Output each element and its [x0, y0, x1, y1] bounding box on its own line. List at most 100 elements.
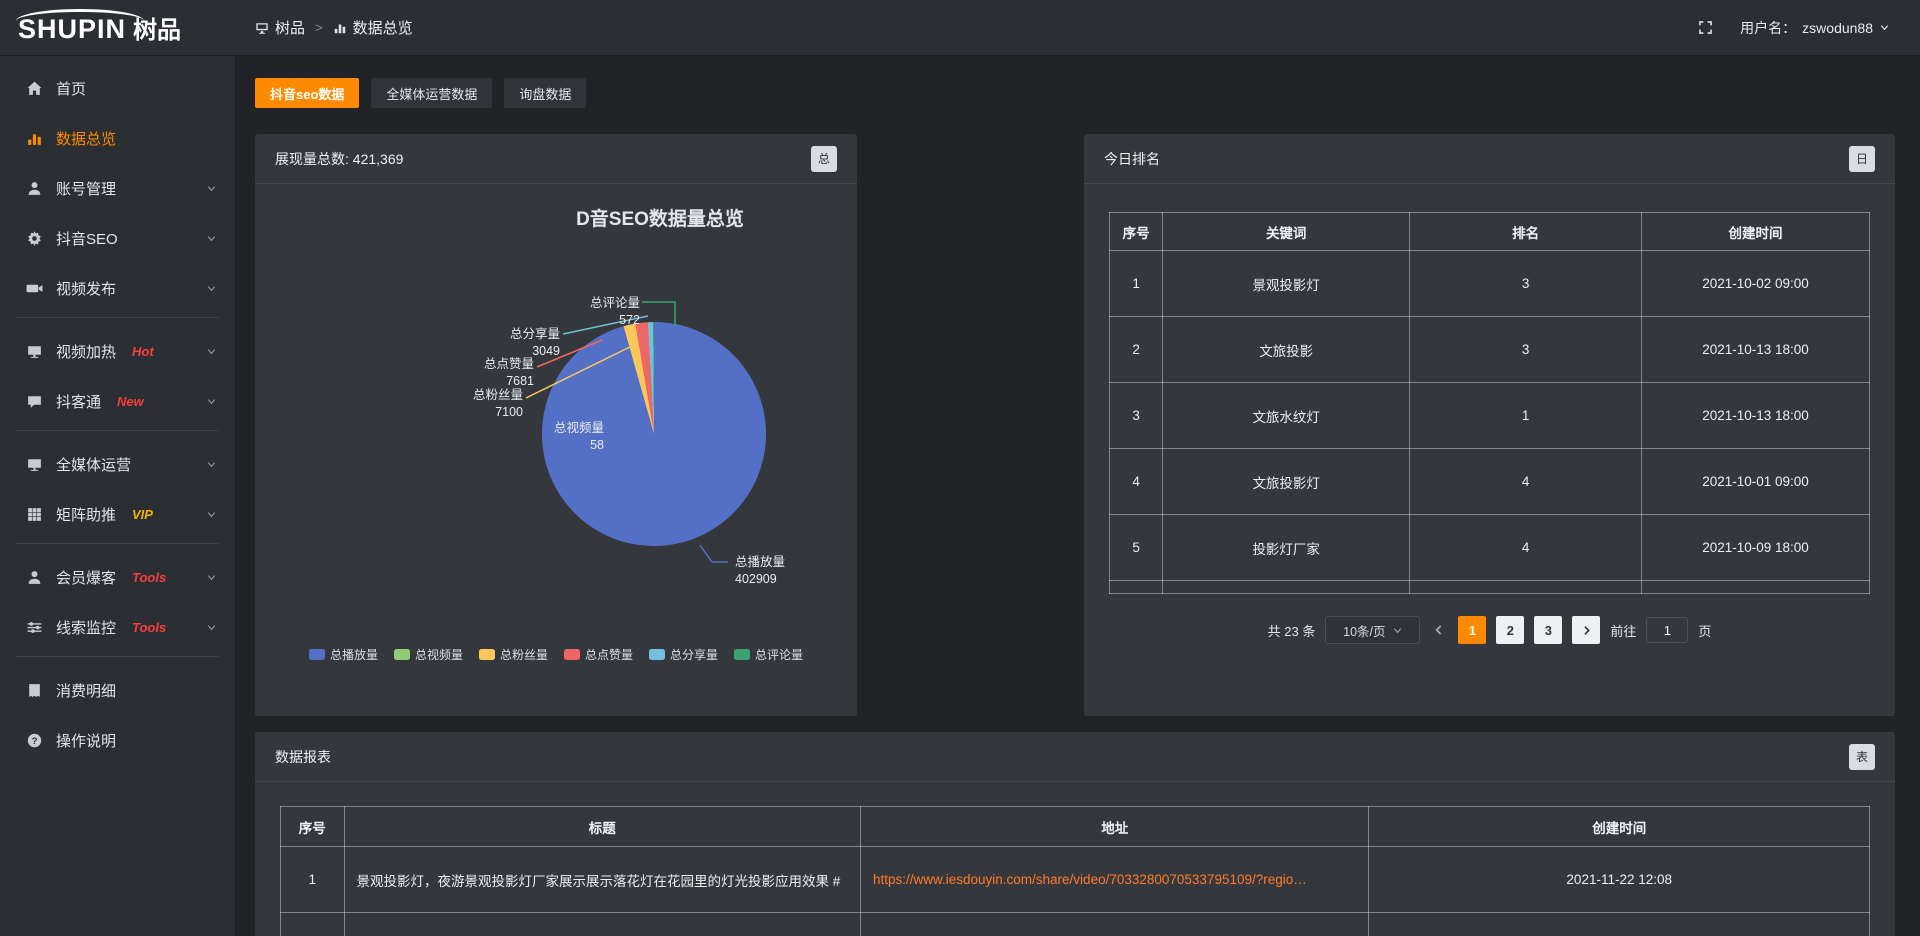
chevron-down-icon	[1393, 627, 1401, 633]
sidebar-item-video-publish[interactable]: 视频发布	[0, 266, 235, 310]
sidebar-item-account[interactable]: 账号管理	[0, 166, 235, 210]
prev-page-button[interactable]	[1432, 623, 1446, 637]
logo-text-cn: 树品	[133, 17, 182, 44]
sidebar-item-consumption-detail[interactable]: 消费明细	[0, 668, 235, 712]
vip-badge: VIP	[132, 506, 153, 522]
column-header: 关键词	[1162, 212, 1411, 251]
report-time-cell: 2021-11-22 12:08	[1368, 846, 1870, 913]
sidebar-item-label: 消费明细	[56, 682, 117, 700]
column-header: 序号	[280, 806, 345, 847]
page-button-2[interactable]: 2	[1496, 616, 1525, 644]
sliders-icon	[26, 619, 43, 636]
username: zswodun88	[1802, 19, 1873, 36]
sidebar-item-douketong[interactable]: 抖客通 New	[0, 379, 235, 423]
breadcrumb-item-overview[interactable]: 数据总览	[333, 17, 413, 38]
ranking-panel-title: 今日排名	[1104, 150, 1160, 167]
sidebar-item-label: 抖音SEO	[56, 230, 118, 248]
pagination-total: 共 23 条	[1267, 623, 1316, 639]
tools-badge: Tools	[132, 569, 167, 585]
gear-icon	[26, 230, 43, 247]
legend-item-comments[interactable]: 总评论量	[734, 646, 803, 663]
chevron-down-icon	[207, 398, 216, 404]
goto-page-input[interactable]	[1646, 617, 1689, 643]
home-icon	[26, 80, 43, 97]
report-panel: 数据报表 表 序号 标题 地址 创建时间	[255, 732, 1895, 936]
page-button-1[interactable]: 1	[1458, 616, 1487, 644]
table-header-row: 序号 关键词 排名 创建时间	[1108, 212, 1871, 251]
fullscreen-icon[interactable]	[1697, 19, 1714, 36]
sidebar-item-lead-monitor[interactable]: 线索监控 Tools	[0, 605, 235, 649]
day-mode-button[interactable]: 日	[1849, 145, 1875, 172]
legend-item-videos[interactable]: 总视频量	[393, 646, 463, 663]
impressions-total-label: 展现量总数: 421,369	[275, 150, 404, 167]
breadcrumb-item-shupin[interactable]: 树品	[255, 17, 305, 38]
bar-chart-icon	[26, 130, 43, 147]
bar-chart-icon	[334, 24, 345, 33]
table-row-partial	[280, 912, 1870, 936]
page-size-select[interactable]: 10条/页	[1325, 616, 1421, 644]
chat-bubble-icon	[26, 393, 43, 410]
sidebar-item-instructions[interactable]: ? 操作说明	[0, 718, 235, 762]
sidebar-item-matrix-boost[interactable]: 矩阵助推 VIP	[0, 492, 235, 536]
legend-item-fans[interactable]: 总粉丝量	[478, 646, 548, 663]
sidebar-item-label: 首页	[56, 80, 87, 98]
pie-chart-area: D音SEO数据量总览 总评论量 572 总分享量	[255, 184, 857, 715]
sidebar-item-label: 线索监控	[56, 619, 117, 637]
sidebar-item-media-operation[interactable]: 全媒体运营	[0, 442, 235, 486]
pagination: 共 23 条 10条/页 1 2 3 前往 页	[1109, 616, 1870, 644]
page-button-3[interactable]: 3	[1534, 616, 1563, 644]
video-url-link[interactable]: https://www.iesdouyin.com/share/video/70…	[872, 872, 1307, 887]
legend-item-shares[interactable]: 总分享量	[649, 646, 718, 663]
logo: SHUPIN 树品	[0, 9, 235, 45]
legend-item-plays[interactable]: 总播放量	[308, 646, 378, 663]
sidebar-item-member-baoke[interactable]: 会员爆客 Tools	[0, 555, 235, 599]
app-header: SHUPIN 树品 树品 > 数据总览 用户名： zswodun88	[0, 0, 1920, 56]
table-header-row: 序号 标题 地址 创建时间	[280, 806, 1870, 847]
monitor-icon	[26, 343, 43, 360]
report-panel-header: 数据报表 表	[255, 732, 1895, 782]
video-camera-icon	[26, 280, 43, 297]
chevron-down-icon	[207, 461, 216, 467]
table-row: 5 投影灯厂家 4 2021-10-09 18:00	[1108, 514, 1871, 581]
chevron-right-icon	[1584, 625, 1590, 635]
legend-swatch	[564, 649, 580, 660]
goto-suffix: 页	[1698, 623, 1712, 639]
breadcrumb-label: 树品	[275, 20, 306, 37]
sidebar-item-video-heat[interactable]: 视频加热 Hot	[0, 329, 235, 373]
logo-arc-icon	[16, 9, 144, 21]
pie-label-plays: 总播放量 402909	[735, 555, 786, 586]
column-header: 创建时间	[1368, 806, 1870, 847]
report-panel-title: 数据报表	[275, 748, 331, 765]
tab-douyin-seo-data[interactable]: 抖音seo数据	[255, 78, 360, 108]
sidebar-item-label: 数据总览	[56, 130, 117, 148]
chevron-down-icon	[207, 624, 216, 630]
legend-item-likes[interactable]: 总点赞量	[564, 646, 633, 663]
total-mode-button[interactable]: 总	[811, 145, 837, 172]
legend-swatch	[478, 649, 495, 660]
tab-inquiry-data[interactable]: 询盘数据	[504, 78, 587, 108]
username-label: 用户名：	[1740, 19, 1797, 36]
sidebar-divider	[16, 543, 219, 544]
legend-swatch	[308, 649, 325, 660]
user-menu[interactable]: 用户名： zswodun88	[1740, 18, 1890, 38]
breadcrumb-label: 数据总览	[352, 20, 413, 37]
sidebar-item-label: 账号管理	[56, 180, 117, 198]
chevron-down-icon	[207, 574, 216, 580]
svg-text:?: ?	[32, 735, 38, 746]
table-row: 3 文旅水纹灯 1 2021-10-13 18:00	[1108, 382, 1871, 449]
user-icon	[26, 569, 43, 586]
breadcrumb-separator: >	[315, 20, 323, 35]
chevron-down-icon	[207, 285, 216, 291]
sidebar-item-label: 操作说明	[56, 732, 117, 750]
tab-media-operation-data[interactable]: 全媒体运营数据	[371, 78, 493, 108]
ranking-table-area: 序号 关键词 排名 创建时间 1 景观投影灯 3 2021-10-02 09:00	[1084, 212, 1895, 644]
sidebar-item-douyin-seo[interactable]: 抖音SEO	[0, 216, 235, 260]
report-title-cell: 景观投影灯，夜游景观投影灯厂家展示展示落花灯在花园里的灯光投影应用效果 #	[343, 846, 861, 913]
monitor-icon	[256, 22, 268, 34]
table-mode-button[interactable]: 表	[1849, 743, 1875, 770]
sidebar-item-home[interactable]: 首页	[0, 66, 235, 110]
sidebar-item-data-overview[interactable]: 数据总览	[0, 116, 235, 160]
sidebar-item-label: 矩阵助推	[56, 506, 117, 524]
next-page-button[interactable]	[1572, 616, 1601, 644]
table-row: 1 景观投影灯，夜游景观投影灯厂家展示展示落花灯在花园里的灯光投影应用效果 # …	[280, 846, 1870, 913]
